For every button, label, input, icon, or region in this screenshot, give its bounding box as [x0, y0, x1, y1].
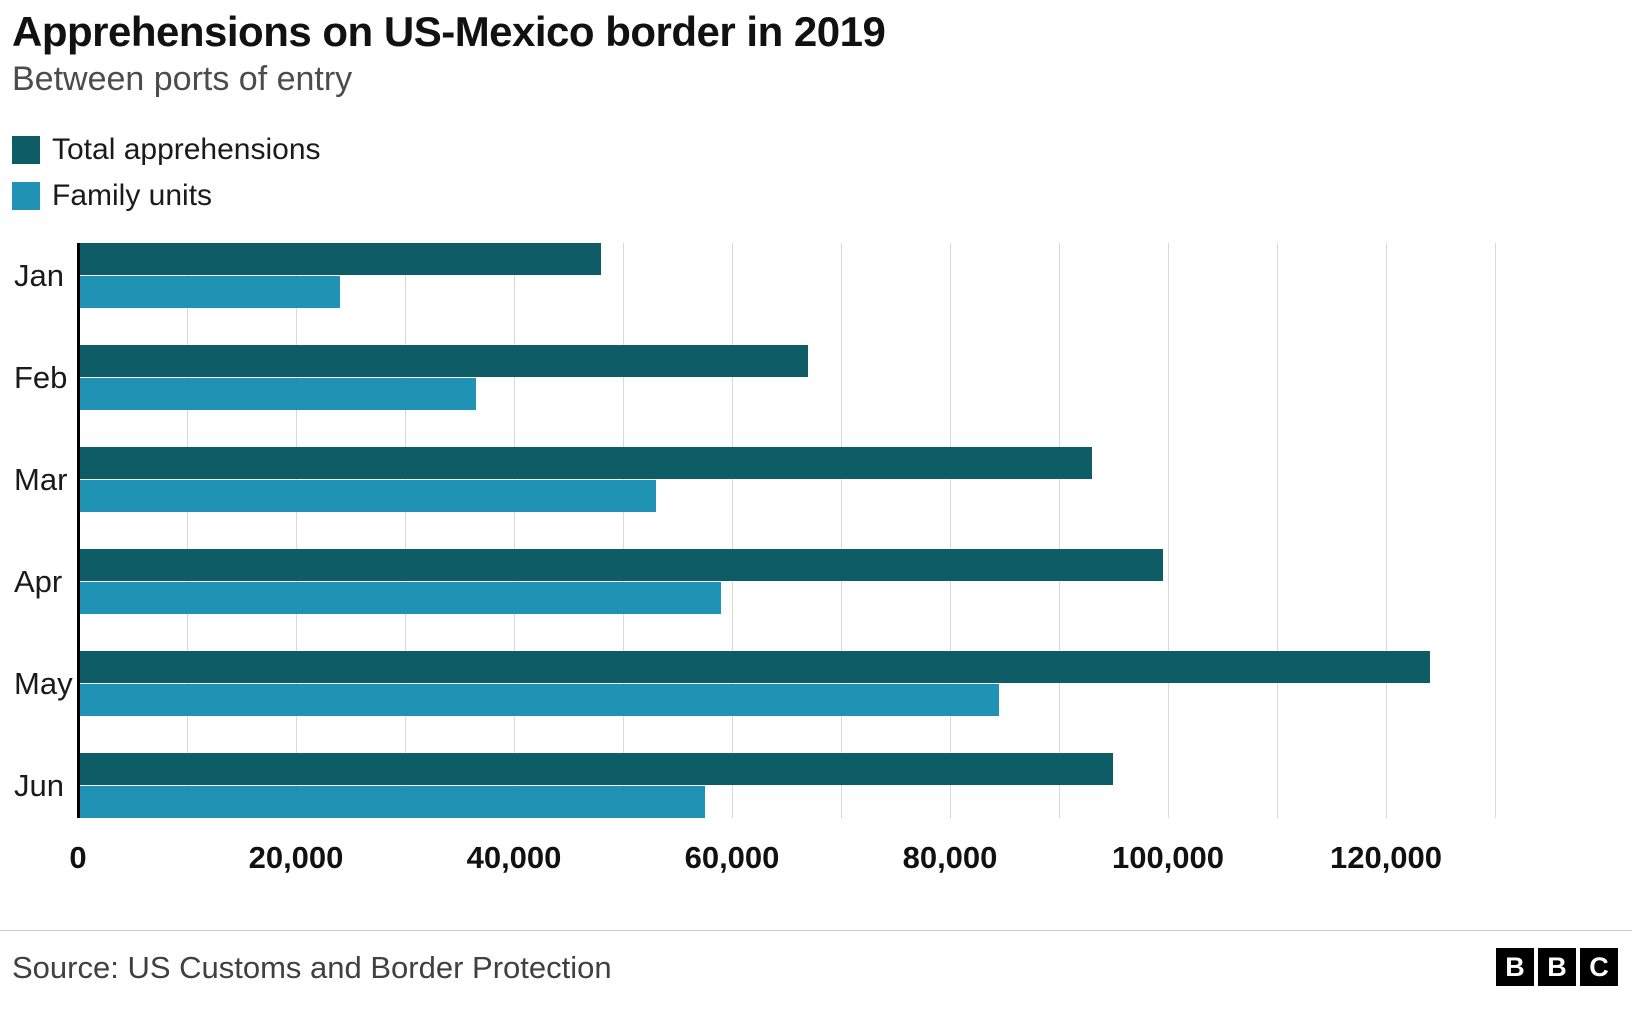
legend-label-total-apprehensions: Total apprehensions	[52, 133, 321, 166]
chart-subtitle: Between ports of entry	[12, 60, 353, 98]
gridline	[1277, 243, 1278, 818]
y-axis-label-feb: Feb	[14, 359, 68, 395]
source-text: Source: US Customs and Border Protection	[12, 950, 612, 985]
bar-group-feb: Feb	[14, 345, 1495, 410]
bar-group-apr: Apr	[14, 549, 1495, 614]
legend: Total apprehensions Family units	[12, 133, 1632, 213]
footer-divider	[0, 930, 1632, 931]
gridline	[1058, 243, 1060, 818]
legend-item-family-units: Family units	[12, 179, 1632, 213]
gridline	[187, 243, 188, 818]
bar-total-apprehensions-feb	[78, 345, 809, 377]
y-axis-label-mar: Mar	[14, 461, 68, 497]
bar-total-apprehensions-jan	[78, 243, 602, 275]
bar-group-jun: Jun	[14, 753, 1495, 818]
legend-swatch-total-apprehensions	[12, 136, 40, 164]
gridline	[950, 243, 951, 818]
y-axis-label-jun: Jun	[14, 767, 64, 803]
legend-item-total-apprehensions: Total apprehensions	[12, 133, 1632, 167]
plot-area: Jan Feb Mar Apr May Jun	[14, 243, 1496, 818]
x-axis-tick-40000: 40,000	[466, 840, 562, 875]
gridline	[296, 243, 297, 818]
bar-group-mar: Mar	[14, 447, 1495, 512]
gridline	[405, 243, 406, 818]
x-axis: 0 20,000 40,000 60,000 80,000 100,000 120,000	[69, 840, 1495, 884]
bar-family-units-feb	[78, 378, 476, 410]
bar-family-units-jan	[78, 276, 340, 308]
bbc-logo-letter-c: C	[1580, 948, 1618, 986]
gridline	[514, 243, 515, 818]
chart-title: Apprehensions on US-Mexico border in 201…	[12, 8, 886, 55]
bar-total-apprehensions-apr	[78, 549, 1163, 581]
gridline	[623, 243, 624, 818]
legend-swatch-family-units	[12, 182, 40, 210]
bbc-logo: B B C	[1496, 948, 1618, 986]
bar-family-units-apr	[78, 582, 722, 614]
chart-page: Apprehensions on US-Mexico border in 201…	[0, 8, 1632, 1020]
footer: Source: US Customs and Border Protection…	[0, 930, 1632, 1020]
legend-label-family-units: Family units	[52, 179, 213, 212]
bar-family-units-may	[78, 684, 1000, 716]
bar-total-apprehensions-jun	[78, 753, 1114, 785]
y-axis-label-jan: Jan	[14, 257, 64, 293]
bar-family-units-mar	[78, 480, 656, 512]
bar-group-jan: Jan	[14, 243, 1495, 308]
x-axis-tick-80000: 80,000	[902, 840, 998, 875]
gridline	[841, 243, 842, 818]
gridline	[1386, 243, 1387, 818]
x-axis-tick-120000: 120,000	[1329, 840, 1443, 875]
x-axis-zero-line	[77, 243, 80, 818]
bar-total-apprehensions-may	[78, 651, 1430, 683]
bar-family-units-jun	[78, 786, 705, 818]
x-axis-tick-60000: 60,000	[684, 840, 780, 875]
y-axis-label-may: May	[14, 665, 73, 701]
bbc-logo-letter-b1: B	[1496, 948, 1534, 986]
bar-chart: Jan Feb Mar Apr May Jun 0 20,000 40,000 60,000 80…	[14, 243, 1496, 884]
bbc-logo-letter-b2: B	[1538, 948, 1576, 986]
x-axis-tick-20000: 20,000	[248, 840, 344, 875]
bar-total-apprehensions-mar	[78, 447, 1092, 479]
gridline	[732, 243, 733, 818]
gridline	[1495, 243, 1496, 818]
x-axis-tick-0: 0	[69, 840, 87, 875]
bar-rows: Jan Feb Mar Apr May Jun	[14, 243, 1495, 818]
gridline	[1168, 243, 1169, 818]
y-axis-label-apr: Apr	[14, 563, 63, 599]
bar-group-may: May	[14, 651, 1495, 716]
x-axis-tick-100000: 100,000	[1111, 840, 1225, 875]
